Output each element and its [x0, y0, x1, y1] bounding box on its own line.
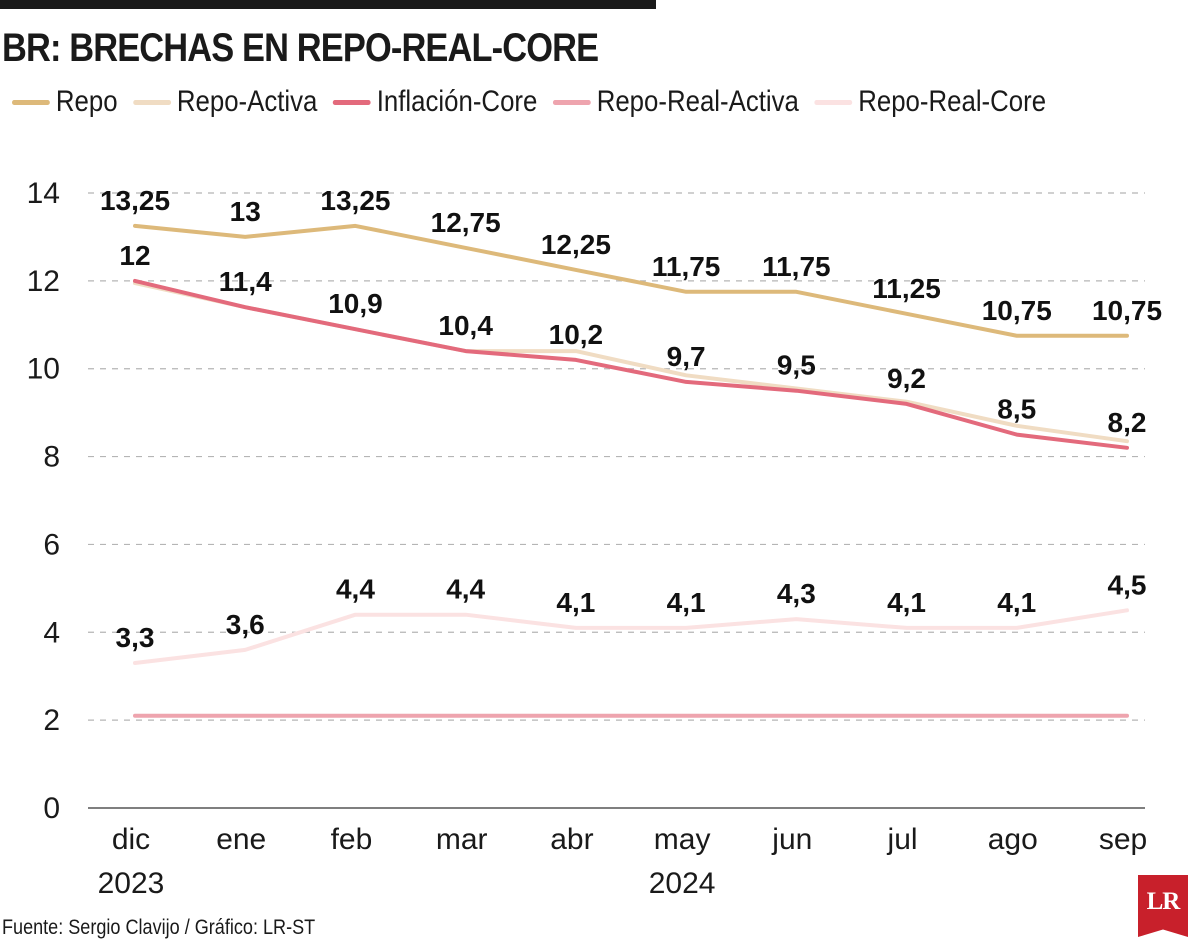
legend-label: Repo	[55, 85, 118, 118]
x-tick-label: feb	[331, 823, 373, 856]
series-line-repo-real-core	[133, 608, 1129, 665]
data-label-repo-real-core: 4,4	[446, 574, 485, 605]
data-label-inflacion-core: 10,2	[549, 319, 604, 350]
data-label-inflacion-core: 9,5	[777, 350, 816, 381]
x-tick-label: jun	[771, 823, 812, 856]
data-label-inflacion-core: 8,5	[997, 394, 1036, 425]
data-label-inflacion-core: 10,4	[438, 310, 493, 341]
x-tick-label: may	[654, 823, 711, 856]
y-tick-label: 12	[27, 265, 60, 298]
data-label-repo: 11,75	[652, 251, 721, 282]
legend-swatch	[552, 99, 591, 105]
legend-label: Repo-Real-Core	[858, 85, 1047, 118]
year-label: 2023	[98, 867, 165, 900]
y-tick-label: 10	[27, 353, 60, 386]
data-label-repo-real-core: 3,3	[116, 622, 155, 653]
data-label-inflacion-core: 9,7	[667, 341, 706, 372]
data-label-repo: 11,25	[872, 273, 941, 304]
data-label-repo-real-core: 4,5	[1108, 569, 1147, 600]
legend-label: Repo-Real-Activa	[596, 85, 799, 118]
data-label-repo: 12,25	[541, 229, 611, 260]
y-tick-label: 2	[43, 704, 60, 737]
legend-label: Inflación-Core	[376, 85, 538, 118]
top-rule	[0, 0, 656, 9]
x-tick-label: ene	[216, 823, 266, 856]
series-line-repo-activa	[133, 281, 1129, 444]
logo-text: LR	[1146, 888, 1181, 915]
y-tick-label: 0	[43, 792, 60, 825]
series-lines	[133, 223, 1129, 718]
legend-swatch	[814, 99, 853, 105]
x-tick-label: dic	[112, 823, 150, 856]
chart-title: BR: BRECHAS EN REPO-REAL-CORE	[2, 26, 599, 70]
data-label-repo-real-core: 4,1	[556, 587, 595, 618]
series-line-inflacion-core	[133, 278, 1129, 450]
data-label-repo: 10,75	[1092, 295, 1162, 326]
grid	[88, 192, 1145, 809]
x-axis: dic ene feb mar abr may jun jul ago sep 2023 2024	[98, 823, 1148, 900]
x-tick-label: mar	[436, 823, 488, 856]
source-note: Fuente: Sergio Clavijo / Gráfico: LR-ST	[2, 916, 316, 939]
legend-swatch	[332, 99, 371, 105]
y-axis: 0 2 4 6 8 10 12 14	[27, 177, 60, 825]
data-label-repo-real-core: 4,1	[887, 587, 926, 618]
y-tick-label: 6	[43, 528, 60, 561]
y-tick-label: 8	[43, 441, 60, 474]
series-line-repo	[133, 223, 1129, 338]
data-label-repo-real-core: 3,6	[226, 609, 265, 640]
data-label-repo: 11,75	[762, 251, 831, 282]
data-label-repo-real-core: 4,1	[997, 587, 1036, 618]
data-label-inflacion-core: 9,2	[887, 363, 926, 394]
y-tick-label: 4	[43, 616, 60, 649]
data-label-repo: 13,25	[100, 185, 170, 216]
legend-label: Repo-Activa	[176, 85, 318, 118]
legend-item-repo-real-activa: Repo-Real-Activa	[552, 85, 799, 119]
data-label-repo-real-core: 4,3	[777, 578, 816, 609]
x-tick-label: abr	[550, 823, 593, 856]
year-label: 2024	[649, 867, 716, 900]
lr-logo: LR	[1138, 875, 1188, 937]
legend-item-repo-activa: Repo-Activa	[133, 85, 317, 119]
data-label-repo: 13	[230, 196, 261, 227]
data-label-inflacion-core: 8,2	[1108, 407, 1147, 438]
x-tick-label: sep	[1099, 823, 1147, 856]
legend-item-repo: Repo	[12, 85, 118, 119]
x-tick-label: ago	[988, 823, 1038, 856]
data-labels: 13,25 13 13,25 12,75 12,25 11,75 11,75 11,25 10,…	[100, 185, 1162, 653]
legend-swatch	[133, 99, 171, 105]
data-label-repo-real-core: 4,4	[336, 574, 375, 605]
data-label-inflacion-core: 10,9	[328, 288, 383, 319]
data-label-repo: 12,75	[431, 207, 501, 238]
legend-swatch	[12, 99, 50, 105]
data-label-inflacion-core: 12	[119, 240, 150, 271]
legend-item-repo-real-core: Repo-Real-Core	[814, 85, 1046, 119]
data-label-repo-real-core: 4,1	[667, 587, 706, 618]
y-tick-label: 14	[27, 177, 60, 210]
legend: Repo Repo-Activa Inflación-Core Repo-Real-A…	[12, 82, 1062, 122]
data-label-repo: 10,75	[982, 295, 1052, 326]
data-label-repo: 13,25	[320, 185, 390, 216]
x-tick-label: jul	[887, 823, 918, 856]
data-label-inflacion-core: 11,4	[219, 266, 272, 297]
line-chart: 0 2 4 6 8 10 12 14 dic ene feb mar abr may jun jul ago s…	[27, 177, 1162, 900]
legend-item-inflacion-core: Inflación-Core	[332, 85, 538, 119]
